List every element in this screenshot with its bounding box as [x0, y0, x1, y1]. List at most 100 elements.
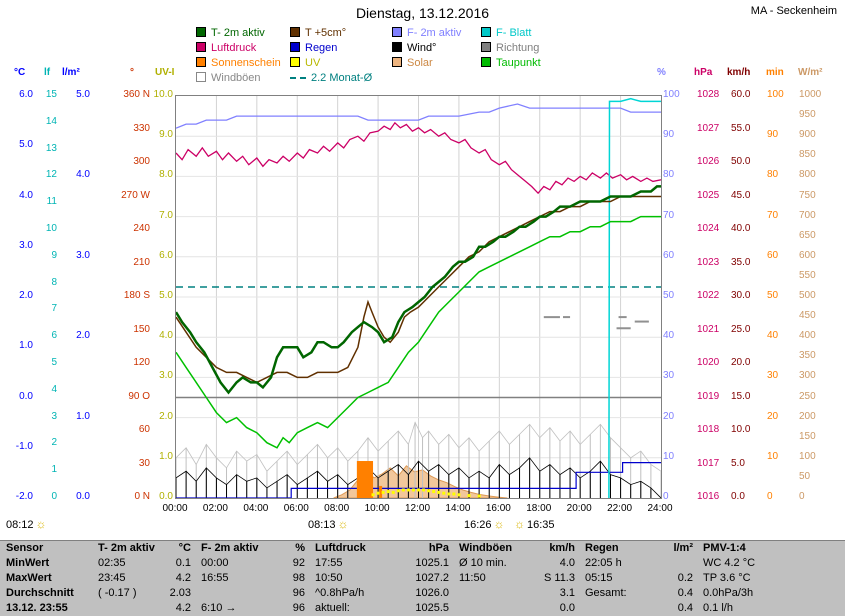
axis-tick-temp: -1.0 — [15, 440, 33, 452]
axis-tick-wm2: 550 — [799, 269, 816, 281]
sun-icon: ☼ — [493, 517, 505, 531]
axis-tick-hpa: 1026 — [697, 156, 720, 167]
axis-tick-lf: 15 — [45, 89, 57, 100]
axis-tick-lf: 9 — [51, 249, 57, 261]
axis-header-wm2: W/m² — [798, 67, 823, 78]
sun-time: 08:12 ☼ — [6, 517, 49, 531]
legend-label: F- 2m aktiv — [407, 27, 462, 39]
table-cell: 0.0hPa/3h — [703, 587, 754, 599]
legend-swatch-icon — [481, 42, 491, 52]
x-axis-tick: 24:00 — [647, 503, 673, 514]
x-axis-tick: 14:00 — [445, 503, 471, 514]
axis-tick-kmh: 10.0 — [731, 424, 751, 435]
axis-tick-rain: 5.0 — [76, 89, 90, 100]
axis-tick-wm2: 500 — [799, 290, 816, 301]
axis-tick-kmh: 20.0 — [731, 357, 751, 368]
axis-tick-lf: 8 — [51, 276, 57, 288]
axis-tick-lf: 3 — [51, 410, 57, 422]
axis-header-rain: l/m² — [62, 67, 80, 78]
sun-time-label: 08:13 — [308, 519, 336, 531]
axis-tick-wm2: 250 — [799, 390, 816, 402]
table-cell: 6:10 → — [201, 602, 237, 614]
axis-tick-uv: 6.0 — [159, 249, 173, 261]
table-cell: 1025.1 — [415, 557, 449, 569]
axis-tick-dir: 120 — [133, 357, 150, 368]
axis-tick-lf: 6 — [51, 330, 57, 342]
axis-tick-min: 60 — [767, 249, 779, 261]
legend-label: Windböen — [211, 72, 261, 84]
table-header-cell: PMV-1:4 — [703, 542, 746, 554]
axis-tick-dir: 30 — [138, 457, 150, 469]
sun-icon: ☼ — [35, 517, 47, 531]
table-cell: 2.03 — [169, 587, 191, 599]
table-header-cell: km/h — [549, 542, 575, 554]
axis-tick-pct: 0 — [663, 491, 669, 502]
legend-label: T +5cm° — [305, 27, 347, 39]
x-axis-tick: 16:00 — [485, 503, 511, 514]
x-axis-tick: 02:00 — [202, 503, 228, 514]
axis-tick-kmh: 60.0 — [731, 89, 751, 100]
chart-plot-area — [175, 95, 662, 499]
table-cell: 1025.5 — [415, 602, 449, 614]
axis-tick-hpa: 1028 — [697, 89, 720, 100]
legend-swatch-icon — [290, 27, 300, 37]
axis-tick-lf: 1 — [51, 464, 57, 476]
table-cell: 02:35 — [98, 557, 126, 569]
legend-label: F- Blatt — [496, 27, 532, 39]
axis-tick-dir: 180 S — [123, 290, 150, 301]
axis-tick-min: 50 — [767, 290, 779, 301]
table-header-cell: °C — [178, 542, 191, 554]
axis-tick-hpa: 1020 — [697, 357, 720, 368]
table-header-cell: hPa — [428, 542, 449, 554]
table-header-cell: % — [295, 542, 305, 554]
station-name: MA - Seckenheim — [750, 5, 837, 17]
axis-header-kmh: km/h — [727, 67, 751, 78]
sun-time: 16:26 ☼ — [464, 517, 507, 531]
axis-tick-min: 10 — [767, 450, 779, 462]
table-cell: TP 3.6 °C — [703, 572, 751, 584]
page-title: Dienstag, 13.12.2016 — [355, 5, 490, 21]
axis-header-dir: ° — [130, 67, 134, 78]
axis-tick-wm2: 900 — [799, 129, 816, 141]
axis-tick-hpa: 1027 — [697, 122, 720, 134]
legend-swatch-icon — [481, 27, 491, 37]
legend-label: UV — [305, 57, 321, 69]
axis-tick-wm2: 800 — [799, 169, 816, 181]
axis-tick-pct: 60 — [663, 249, 675, 261]
x-axis-tick: 04:00 — [243, 503, 269, 514]
legend-label: Taupunkt — [496, 57, 541, 69]
axis-tick-wm2: 50 — [799, 470, 811, 482]
axis-tick-kmh: 30.0 — [731, 290, 751, 301]
table-cell: 23:45 — [98, 572, 126, 584]
legend-swatch-icon — [196, 27, 206, 37]
axis-tick-uv: 8.0 — [159, 169, 173, 181]
axis-tick-wm2: 750 — [799, 189, 816, 201]
table-cell: 0.1 — [175, 557, 191, 569]
axis-tick-lf: 2 — [51, 437, 57, 449]
legend-swatch-icon — [392, 27, 402, 37]
legend-item-taupunkt: Taupunkt — [481, 57, 541, 69]
table-cell: 1027.2 — [415, 572, 449, 584]
legend-item-uv: UV — [290, 57, 320, 69]
axis-tick-pct: 20 — [663, 410, 675, 422]
table-cell: 96 — [292, 587, 305, 599]
axis-tick-temp: 6.0 — [19, 89, 33, 100]
chart-svg — [176, 96, 661, 498]
legend-label: T- 2m aktiv — [211, 27, 265, 39]
axis-tick-wm2: 100 — [799, 450, 816, 462]
sun-time: 08:13 ☼ — [308, 517, 351, 531]
table-header-cell: Luftdruck — [315, 542, 366, 554]
sun-icon: ☼ — [337, 517, 349, 531]
axis-tick-temp: 0.0 — [19, 390, 33, 402]
sun-time-label: 16:26 — [464, 519, 492, 531]
axis-tick-pct: 10 — [663, 450, 675, 462]
axis-header-temp: °C — [14, 67, 26, 78]
legend-label: 2.2 Monat-Ø — [311, 72, 373, 84]
axis-tick-min: 100 — [767, 89, 784, 100]
table-cell: aktuell: — [315, 602, 350, 614]
legend-item-f-blatt: F- Blatt — [481, 27, 531, 39]
axis-tick-wm2: 600 — [799, 249, 816, 261]
table-cell: 10:50 — [315, 572, 343, 584]
axis-header-lf: lf — [44, 67, 51, 78]
legend-item-solar: Solar — [392, 57, 433, 69]
